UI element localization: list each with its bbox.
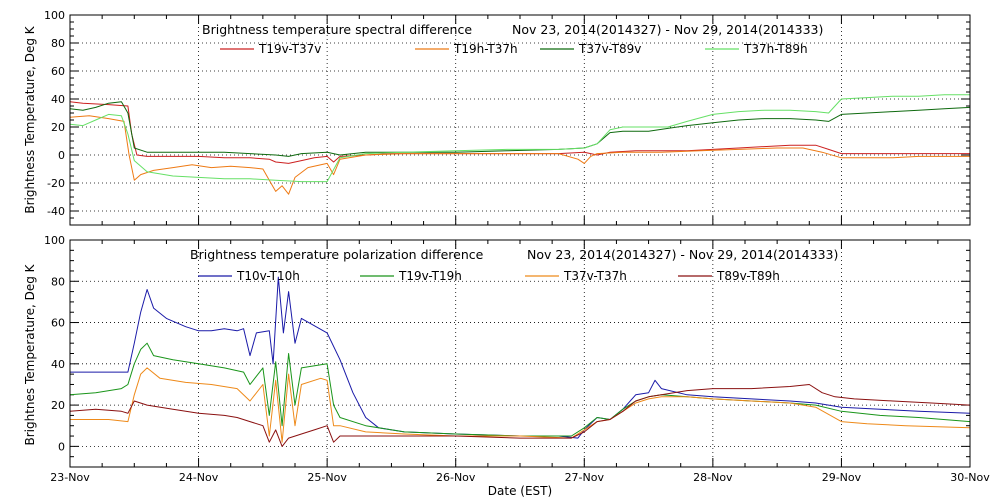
top-y-axis-label: Brightness Temperature, Deg K [23, 25, 37, 213]
top-series-lines [69, 94, 971, 195]
polarization-difference-chart: 0 20 40 60 80 100 23-Nov 24-Nov 25-Nov 26-Nov 27-… [23, 234, 990, 498]
x-tick-labels: 23-Nov 24-Nov 25-Nov 26-Nov 27-Nov 28-Nov 29-N… [50, 471, 990, 484]
bottom-legend-label: T10v-T10h [236, 269, 300, 283]
bottom-series-t37v-t37h [70, 367, 971, 443]
top-y-tick-label: 80 [51, 37, 65, 50]
top-legend-label: T19v-T37v [258, 42, 321, 56]
bottom-y-tick-labels: 0 20 40 60 80 100 [44, 234, 65, 453]
bottom-plot-frame [69, 239, 971, 468]
bottom-series-t89v-t89h [69, 384, 971, 447]
top-chart-title: Brightness temperature spectral differen… [202, 22, 472, 37]
bottom-y-axis-label: Brightnes Temperature, Deg K [23, 263, 37, 445]
top-y-tick-label: 100 [44, 9, 65, 22]
x-tick-label: 30-Nov [950, 471, 990, 484]
top-y-tick-label: 40 [51, 93, 65, 106]
bottom-y-tick-label: 60 [51, 317, 65, 330]
bottom-series-t10v-t10h [70, 276, 971, 439]
top-series-t37h-t89h [69, 94, 970, 183]
top-y-tick-label: -20 [47, 177, 65, 190]
top-legend-label: T37h-T89h [743, 42, 808, 56]
top-legend-label: T37v-T89v [578, 42, 641, 56]
bottom-y-tick-label: 40 [51, 358, 65, 371]
top-legend-label: T19h-T37h [453, 42, 518, 56]
bottom-legend-label: T19v-T19h [398, 269, 462, 283]
top-series-t19h-t37h [69, 115, 970, 195]
top-legend: T19v-T37v T19h-T37h T37v-T89v T37h-T89h [220, 42, 808, 56]
top-y-tick-label: 0 [58, 149, 65, 162]
top-y-tick-labels: -40 -20 0 20 40 60 80 100 [44, 9, 65, 218]
top-y-tick-label: -40 [47, 205, 65, 218]
x-tick-label: 29-Nov [822, 471, 862, 484]
bottom-chart-date-range: Nov 23, 2014(2014327) - Nov 29, 2014(201… [527, 247, 838, 262]
top-gridlines [70, 15, 970, 225]
x-tick-label: 28-Nov [693, 471, 733, 484]
bottom-y-tick-label: 20 [51, 399, 65, 412]
bottom-chart-title: Brightness temperature polarization diff… [190, 247, 484, 262]
bottom-axis-ticks [69, 239, 971, 468]
bottom-legend-label: T89v-T89h [716, 269, 780, 283]
top-series-t37v-t89v [69, 101, 971, 157]
x-tick-label: 25-Nov [307, 471, 347, 484]
bottom-y-tick-label: 0 [58, 440, 65, 453]
bottom-legend-label: T37v-T37h [563, 269, 627, 283]
bottom-series-lines [69, 276, 971, 447]
bottom-legend: T10v-T10h T19v-T19h T37v-T37h T89v-T89h [198, 269, 780, 283]
top-plot-frame [69, 14, 971, 226]
bottom-y-tick-label: 100 [44, 234, 65, 247]
spectral-difference-chart: -40 -20 0 20 40 60 80 100 Brightness temperatur… [23, 9, 971, 226]
top-y-tick-label: 60 [51, 65, 65, 78]
bottom-y-tick-label: 80 [51, 275, 65, 288]
x-axis-label: Date (EST) [488, 484, 552, 498]
top-chart-date-range: Nov 23, 2014(2014327) - Nov 29, 2014(201… [512, 22, 823, 37]
x-tick-label: 23-Nov [50, 471, 90, 484]
top-y-tick-label: 20 [51, 121, 65, 134]
x-tick-label: 27-Nov [565, 471, 605, 484]
x-tick-label: 24-Nov [179, 471, 219, 484]
x-tick-label: 26-Nov [436, 471, 476, 484]
